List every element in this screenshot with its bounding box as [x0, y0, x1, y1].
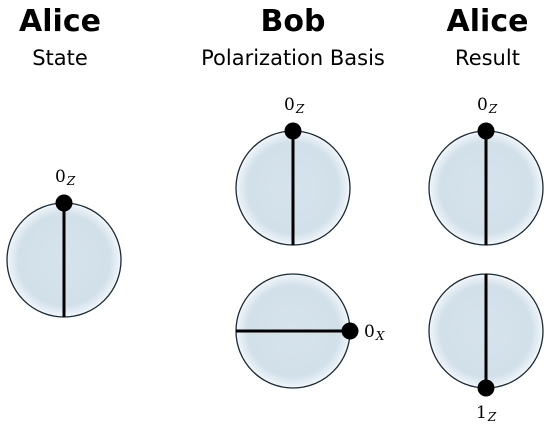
state-label-bob-x: 0X	[364, 322, 385, 343]
sphere-bob-z-basis	[235, 122, 351, 246]
sphere-bob-x-basis	[235, 273, 359, 389]
state-label-basis: Z	[487, 410, 497, 424]
column-subtitle-bob: Polarization Basis	[201, 46, 385, 70]
state-label-bob-z: 0Z	[284, 95, 305, 116]
column-subtitle-alice-state: State	[32, 46, 88, 70]
state-label-result-top: 0Z	[477, 95, 498, 116]
state-dot	[284, 122, 302, 140]
state-label-digit: 1	[476, 403, 487, 423]
state-dot	[477, 379, 495, 397]
state-label-digit: 0	[477, 95, 488, 115]
state-dot	[341, 322, 359, 340]
column-title-bob: Bob	[260, 4, 326, 39]
column-title-alice-result: Alice	[446, 4, 529, 39]
state-label-result-bottom: 1Z	[476, 403, 497, 424]
sphere-alice-state	[6, 194, 122, 318]
state-dot	[55, 194, 73, 212]
state-dot	[477, 122, 495, 140]
state-label-digit: 0	[284, 95, 295, 115]
state-label-digit: 0	[55, 167, 66, 187]
state-label-basis: Z	[295, 102, 305, 116]
column-subtitle-alice-result: Result	[455, 46, 520, 70]
sphere-result-top	[428, 122, 544, 246]
state-label-basis: Z	[488, 102, 498, 116]
state-label-basis: Z	[66, 174, 76, 188]
column-title-alice-state: Alice	[19, 4, 101, 39]
state-label-basis: X	[375, 329, 385, 343]
sphere-result-bottom	[428, 273, 544, 397]
state-label-alice: 0Z	[55, 167, 76, 188]
state-label-digit: 0	[364, 322, 375, 342]
